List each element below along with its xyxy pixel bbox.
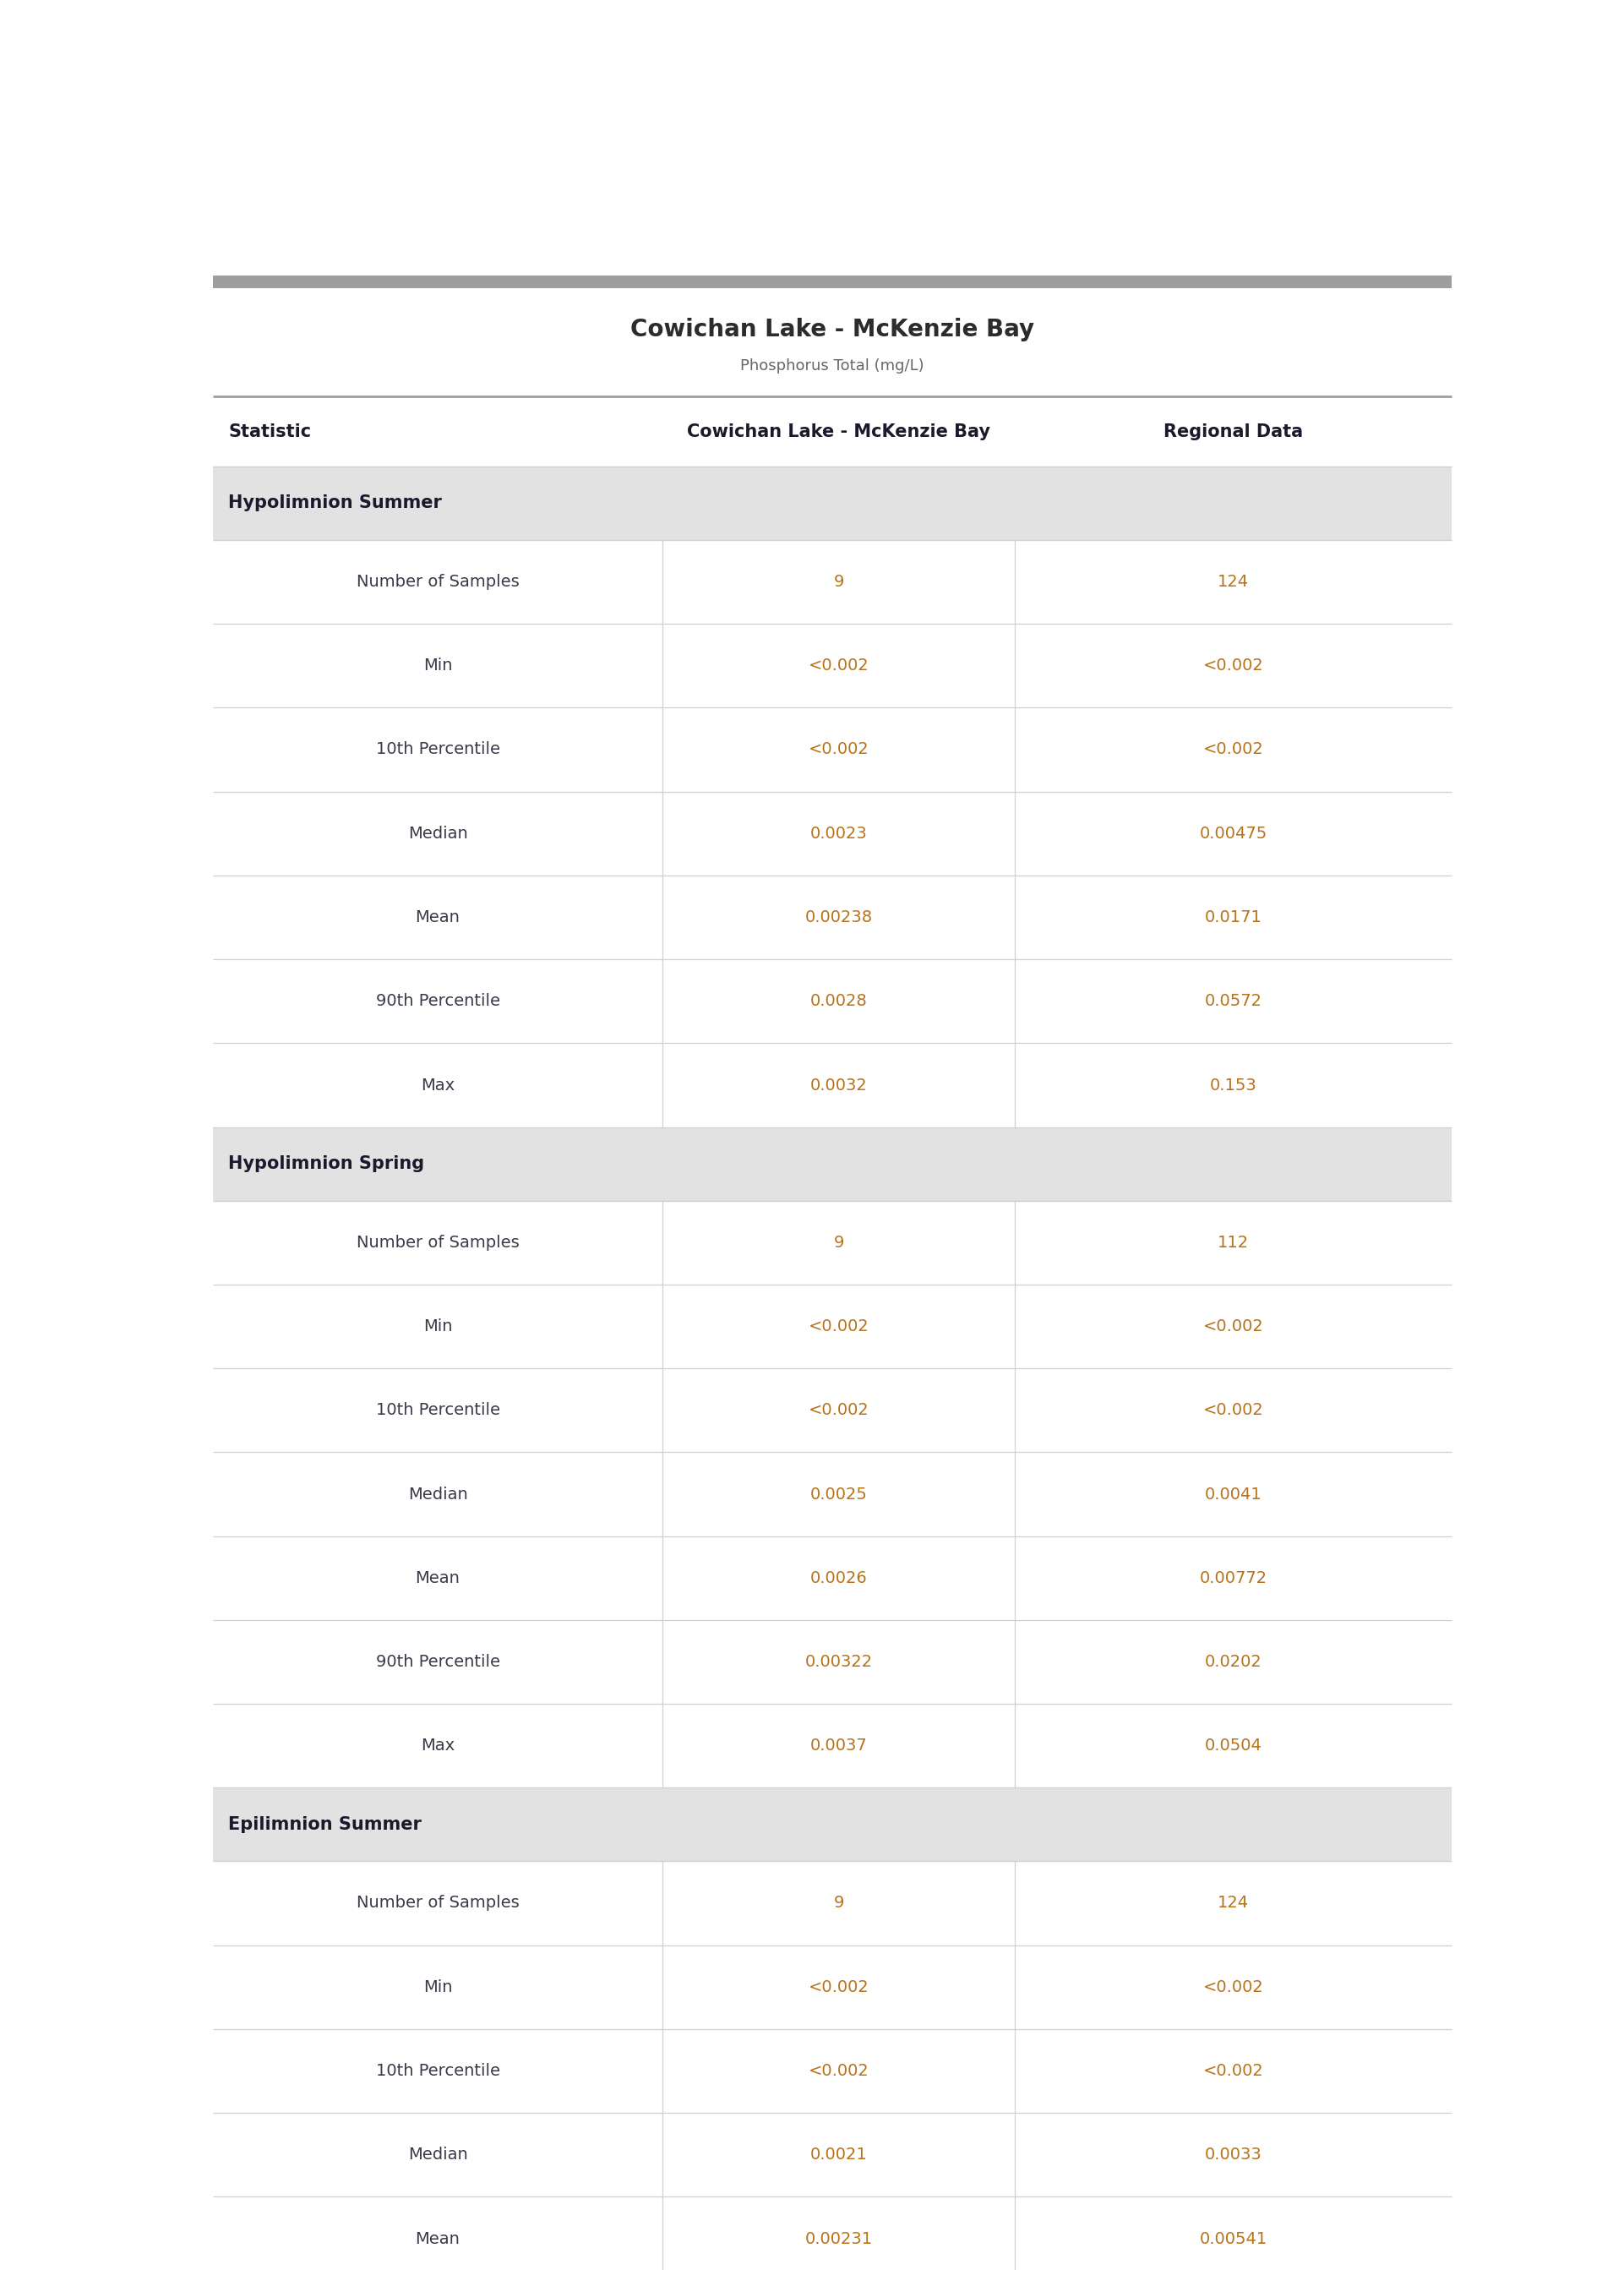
Text: <0.002: <0.002 [1203,1403,1263,1419]
Text: 0.0504: 0.0504 [1205,1739,1262,1755]
Text: 0.0026: 0.0026 [810,1571,867,1587]
Text: 0.00238: 0.00238 [806,910,872,926]
Text: Min: Min [424,1319,453,1335]
Text: Min: Min [424,658,453,674]
Text: Hypolimnion Summer: Hypolimnion Summer [227,495,442,511]
Text: <0.002: <0.002 [809,2063,869,2079]
Bar [213,1789,1452,1861]
Bar [213,397,1452,465]
Text: <0.002: <0.002 [809,658,869,674]
Bar [213,1945,1452,2029]
Text: 90th Percentile: 90th Percentile [375,1655,500,1671]
Bar [213,1621,1452,1705]
Text: 0.0023: 0.0023 [810,826,867,842]
Text: 0.0028: 0.0028 [810,994,867,1010]
Text: Mean: Mean [416,1571,460,1587]
Text: 10th Percentile: 10th Percentile [375,742,500,758]
Bar [213,1861,1452,1945]
Bar [213,960,1452,1044]
Text: 9: 9 [833,574,844,590]
Text: <0.002: <0.002 [1203,1979,1263,1995]
Text: 124: 124 [1218,574,1249,590]
Text: Number of Samples: Number of Samples [356,1235,520,1251]
Bar [213,1537,1452,1621]
Bar [213,624,1452,708]
Text: 0.153: 0.153 [1210,1078,1257,1094]
Text: 0.00541: 0.00541 [1199,2231,1267,2247]
Text: 0.0025: 0.0025 [810,1487,867,1503]
Text: 0.0171: 0.0171 [1205,910,1262,926]
Text: <0.002: <0.002 [1203,742,1263,758]
Text: Regional Data: Regional Data [1163,422,1302,440]
Text: 0.0041: 0.0041 [1205,1487,1262,1503]
Text: Hypolimnion Spring: Hypolimnion Spring [227,1155,424,1171]
Bar [213,1369,1452,1453]
Text: <0.002: <0.002 [1203,2063,1263,2079]
Text: 0.0021: 0.0021 [810,2147,867,2163]
Bar [213,288,1452,397]
Text: 10th Percentile: 10th Percentile [375,2063,500,2079]
Text: Epilimnion Summer: Epilimnion Summer [227,1816,422,1832]
Text: Number of Samples: Number of Samples [356,1895,520,1911]
Text: 9: 9 [833,1235,844,1251]
Text: 0.0037: 0.0037 [810,1739,867,1755]
Text: <0.002: <0.002 [1203,1319,1263,1335]
Bar [213,1201,1452,1285]
Text: Cowichan Lake - McKenzie Bay: Cowichan Lake - McKenzie Bay [687,422,991,440]
Text: <0.002: <0.002 [809,742,869,758]
Bar [213,540,1452,624]
Text: Max: Max [421,1078,455,1094]
Text: Median: Median [408,1487,468,1503]
Bar [213,2029,1452,2113]
Bar [213,876,1452,960]
Text: 10th Percentile: 10th Percentile [375,1403,500,1419]
Text: Phosphorus Total (mg/L): Phosphorus Total (mg/L) [741,359,924,375]
Text: 112: 112 [1218,1235,1249,1251]
Text: 90th Percentile: 90th Percentile [375,994,500,1010]
Text: 124: 124 [1218,1895,1249,1911]
Text: Statistic: Statistic [227,422,312,440]
Text: <0.002: <0.002 [1203,658,1263,674]
Text: Number of Samples: Number of Samples [356,574,520,590]
Text: Cowichan Lake - McKenzie Bay: Cowichan Lake - McKenzie Bay [630,318,1034,340]
Text: 0.0033: 0.0033 [1205,2147,1262,2163]
Text: Mean: Mean [416,910,460,926]
Bar [213,1128,1452,1201]
Text: Mean: Mean [416,2231,460,2247]
Text: Median: Median [408,2147,468,2163]
Bar [213,1453,1452,1537]
Bar [213,1285,1452,1369]
Text: Median: Median [408,826,468,842]
Bar [213,2113,1452,2197]
Bar [213,277,1452,288]
Text: 0.00322: 0.00322 [806,1655,872,1671]
Text: <0.002: <0.002 [809,1403,869,1419]
Text: 9: 9 [833,1895,844,1911]
Text: 0.00231: 0.00231 [806,2231,872,2247]
Text: 0.00475: 0.00475 [1199,826,1267,842]
Text: Min: Min [424,1979,453,1995]
Text: Max: Max [421,1739,455,1755]
Text: <0.002: <0.002 [809,1319,869,1335]
Bar [213,792,1452,876]
Text: <0.002: <0.002 [809,1979,869,1995]
Bar [213,1044,1452,1128]
Bar [213,465,1452,540]
Bar [213,2197,1452,2270]
Bar [213,708,1452,792]
Bar [213,1705,1452,1789]
Text: 0.0572: 0.0572 [1205,994,1262,1010]
Text: 0.0032: 0.0032 [810,1078,867,1094]
Text: 0.00772: 0.00772 [1199,1571,1267,1587]
Text: 0.0202: 0.0202 [1205,1655,1262,1671]
